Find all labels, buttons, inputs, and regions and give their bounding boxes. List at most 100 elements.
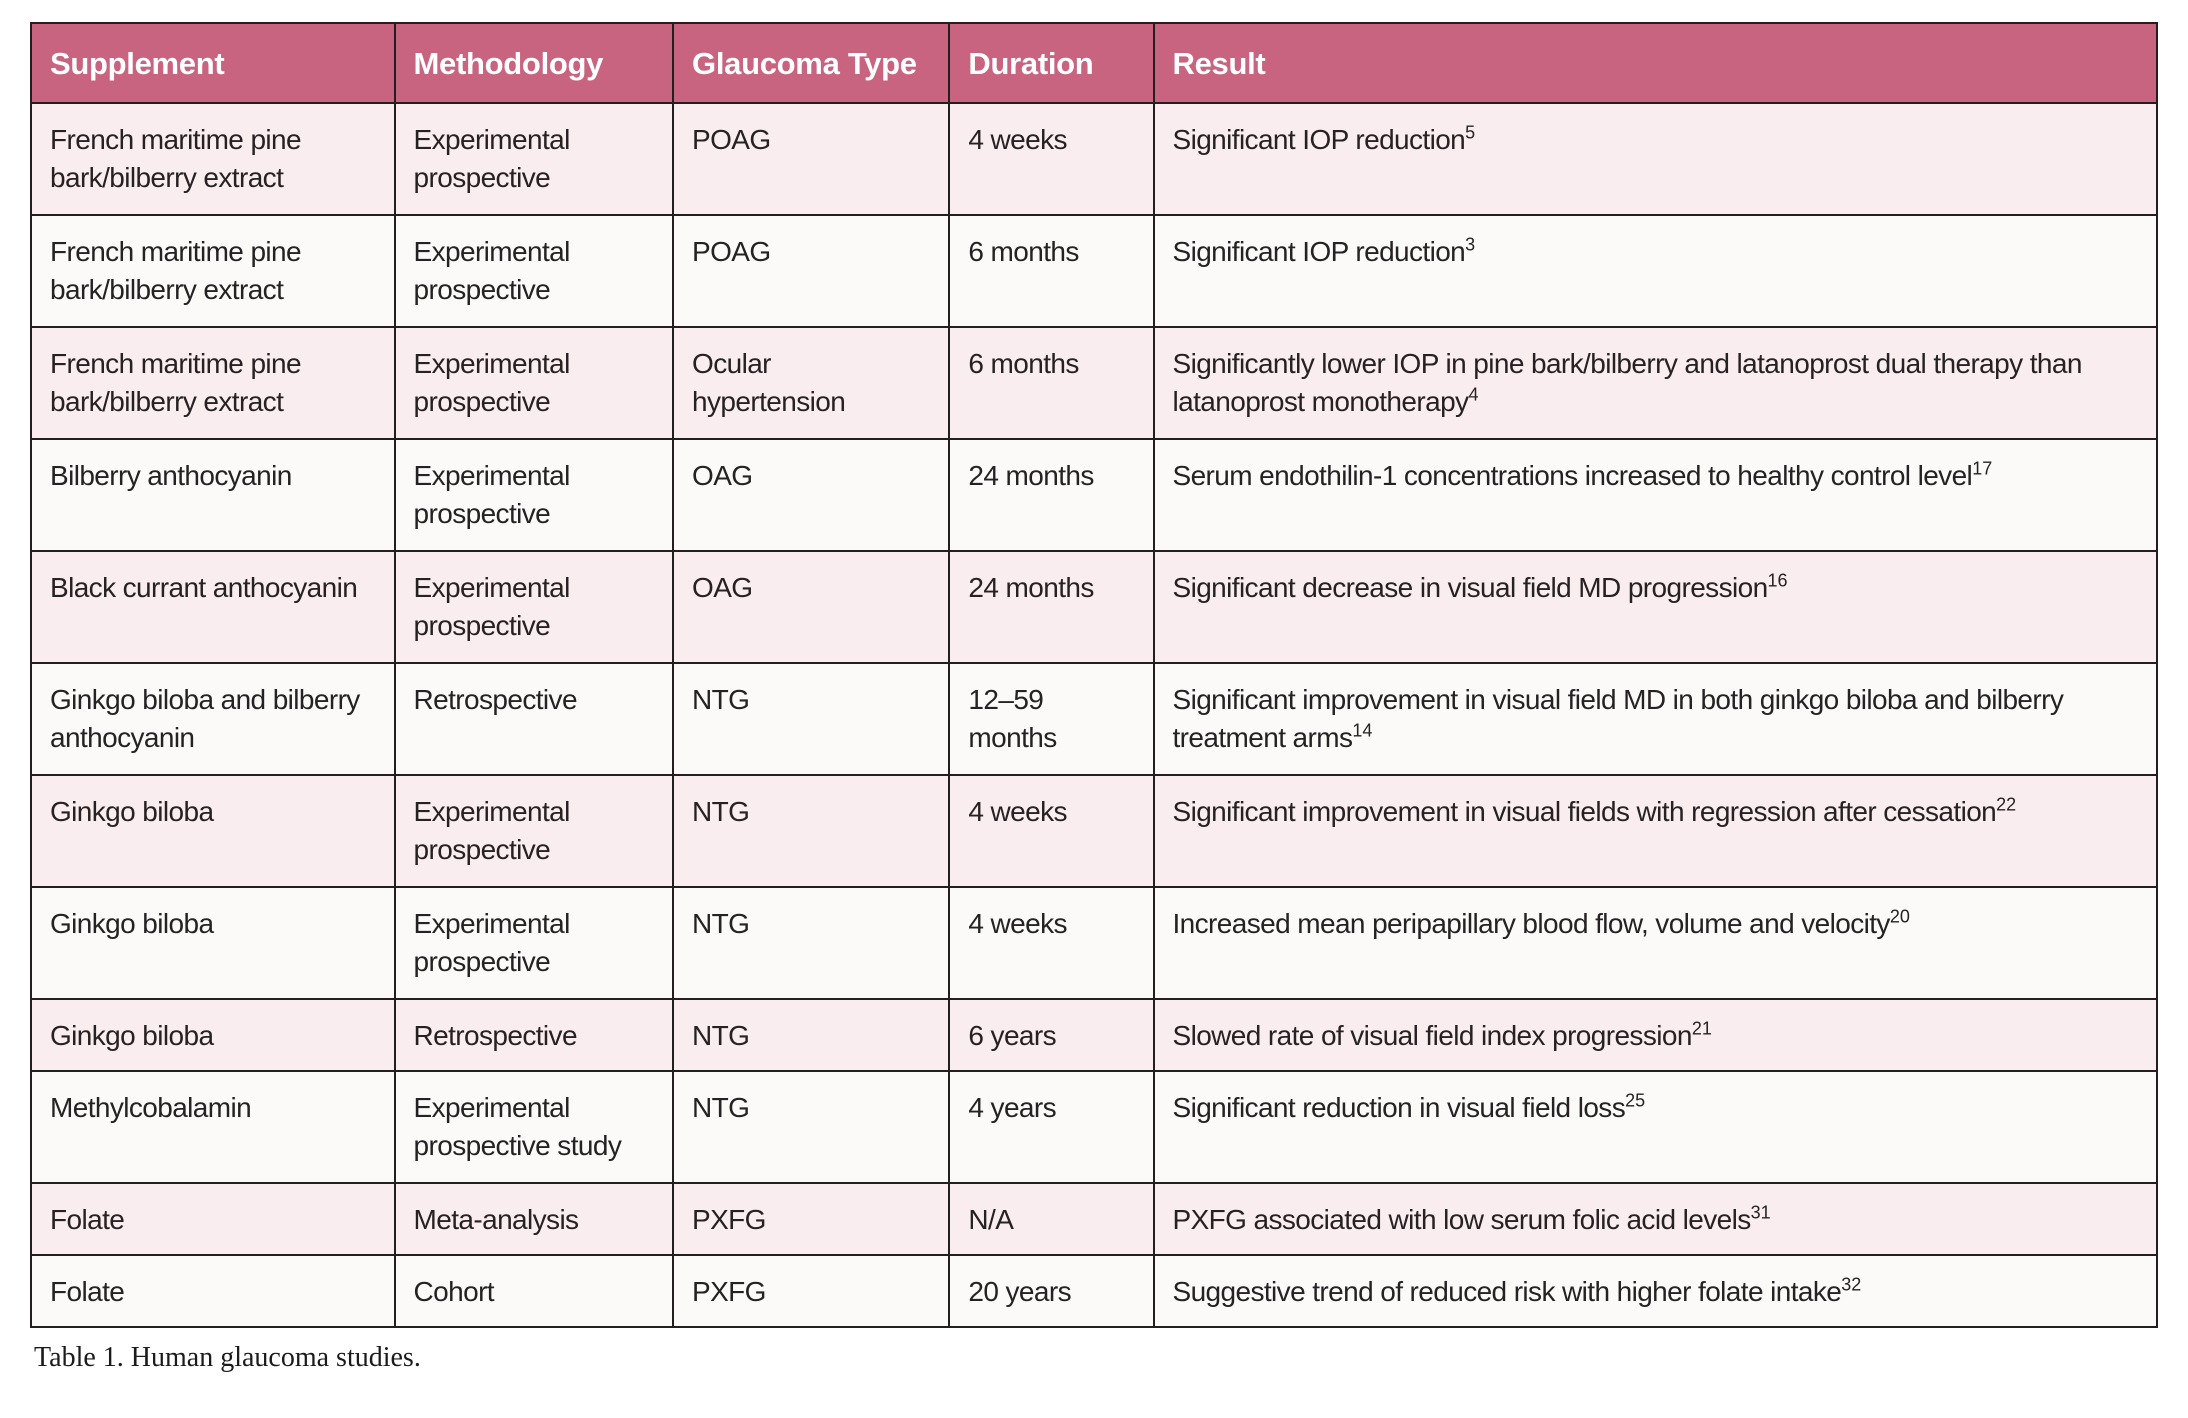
- column-header-result: Result: [1152, 22, 2158, 104]
- supplement-cell: Ginkgo biloba: [30, 998, 396, 1072]
- table-row: Ginkgo biloba and bilberry anthocyanin R…: [30, 662, 2158, 776]
- table-row: Methylcobalamin Experimental prospective…: [30, 1070, 2158, 1184]
- reference-superscript: 31: [1750, 1202, 1771, 1223]
- reference-superscript: 14: [1352, 720, 1373, 741]
- methodology-cell: Experimental prospective: [393, 886, 675, 1000]
- table-row: Ginkgo biloba Experimental prospective N…: [30, 886, 2158, 1000]
- methodology-cell: Retrospective: [393, 662, 675, 776]
- reference-superscript: 3: [1465, 234, 1476, 255]
- result-text: Significant IOP reduction: [1172, 236, 1466, 267]
- glaucoma-type-cell: PXFG: [672, 1254, 951, 1328]
- methodology-cell: Experimental prospective: [393, 102, 675, 216]
- reference-superscript: 17: [1972, 458, 1993, 479]
- glaucoma-type-cell: NTG: [672, 1070, 951, 1184]
- supplement-cell: French maritime pine bark/bilberry extra…: [30, 326, 396, 440]
- result-cell: Significant IOP reduction3: [1152, 214, 2158, 328]
- methodology-cell: Meta-analysis: [393, 1182, 675, 1256]
- result-cell: Significant improvement in visual fields…: [1152, 774, 2158, 888]
- methodology-cell: Experimental prospective: [393, 774, 675, 888]
- reference-superscript: 16: [1767, 570, 1788, 591]
- column-header-glaucoma-type: Glaucoma Type: [672, 22, 951, 104]
- methodology-cell: Experimental prospective: [393, 438, 675, 552]
- result-cell: Increased mean peripapillary blood flow,…: [1152, 886, 2158, 1000]
- column-header-duration: Duration: [948, 22, 1155, 104]
- duration-cell: 20 years: [948, 1254, 1155, 1328]
- reference-superscript: 4: [1468, 384, 1479, 405]
- methodology-cell: Experimental prospective: [393, 214, 675, 328]
- reference-superscript: 5: [1465, 122, 1476, 143]
- supplement-cell: Ginkgo biloba: [30, 886, 396, 1000]
- result-text: Significant reduction in visual field lo…: [1172, 1092, 1626, 1123]
- table-row: Black currant anthocyanin Experimental p…: [30, 550, 2158, 664]
- duration-cell: 4 weeks: [948, 102, 1155, 216]
- duration-cell: 12–59 months: [948, 662, 1155, 776]
- table-row: French maritime pine bark/bilberry extra…: [30, 326, 2158, 440]
- result-cell: Significant reduction in visual field lo…: [1152, 1070, 2158, 1184]
- result-text: Suggestive trend of reduced risk with hi…: [1172, 1276, 1842, 1307]
- table-row: Bilberry anthocyanin Experimental prospe…: [30, 438, 2158, 552]
- table-caption: Table 1. Human glaucoma studies.: [34, 1342, 421, 1373]
- supplement-cell: Ginkgo biloba and bilberry anthocyanin: [30, 662, 396, 776]
- glaucoma-type-cell: POAG: [672, 214, 951, 328]
- supplement-cell: Methylcobalamin: [30, 1070, 396, 1184]
- methodology-cell: Experimental prospective: [393, 326, 675, 440]
- duration-cell: 4 years: [948, 1070, 1155, 1184]
- duration-cell: 24 months: [948, 438, 1155, 552]
- duration-cell: 6 months: [948, 326, 1155, 440]
- duration-cell: 4 weeks: [948, 774, 1155, 888]
- reference-superscript: 20: [1889, 906, 1910, 927]
- reference-superscript: 32: [1841, 1274, 1862, 1295]
- supplement-cell: Folate: [30, 1254, 396, 1328]
- reference-superscript: 25: [1625, 1090, 1646, 1111]
- reference-superscript: 22: [1996, 794, 2017, 815]
- duration-cell: 6 months: [948, 214, 1155, 328]
- supplement-cell: Bilberry anthocyanin: [30, 438, 396, 552]
- duration-cell: 4 weeks: [948, 886, 1155, 1000]
- table-row: French maritime pine bark/bilberry extra…: [30, 214, 2158, 328]
- table-row: Folate Cohort PXFG 20 years Suggestive t…: [30, 1254, 2158, 1328]
- duration-cell: 24 months: [948, 550, 1155, 664]
- result-text: Significant improvement in visual fields…: [1172, 796, 1997, 827]
- result-text: Serum endothilin-1 concentrations increa…: [1172, 460, 1973, 491]
- supplement-cell: French maritime pine bark/bilberry extra…: [30, 102, 396, 216]
- table-row: Ginkgo biloba Retrospective NTG 6 years …: [30, 998, 2158, 1072]
- result-cell: Suggestive trend of reduced risk with hi…: [1152, 1254, 2158, 1328]
- result-cell: Significant decrease in visual field MD …: [1152, 550, 2158, 664]
- column-header-supplement: Supplement: [30, 22, 396, 104]
- supplement-cell: Folate: [30, 1182, 396, 1256]
- glaucoma-type-cell: Ocular hypertension: [672, 326, 951, 440]
- result-cell: Significant IOP reduction5: [1152, 102, 2158, 216]
- result-cell: Serum endothilin-1 concentrations increa…: [1152, 438, 2158, 552]
- result-cell: Significantly lower IOP in pine bark/bil…: [1152, 326, 2158, 440]
- result-cell: Slowed rate of visual field index progre…: [1152, 998, 2158, 1072]
- result-text: Increased mean peripapillary blood flow,…: [1172, 908, 1891, 939]
- glaucoma-type-cell: NTG: [672, 886, 951, 1000]
- methodology-cell: Retrospective: [393, 998, 675, 1072]
- glaucoma-studies-table: Supplement Methodology Glaucoma Type Dur…: [30, 22, 2158, 1328]
- supplement-cell: Black currant anthocyanin: [30, 550, 396, 664]
- result-cell: PXFG associated with low serum folic aci…: [1152, 1182, 2158, 1256]
- result-text: Significant IOP reduction: [1172, 124, 1466, 155]
- result-text: PXFG associated with low serum folic aci…: [1172, 1204, 1752, 1235]
- methodology-cell: Experimental prospective: [393, 550, 675, 664]
- methodology-cell: Cohort: [393, 1254, 675, 1328]
- glaucoma-type-cell: POAG: [672, 102, 951, 216]
- glaucoma-type-cell: OAG: [672, 550, 951, 664]
- column-header-methodology: Methodology: [393, 22, 675, 104]
- supplement-cell: French maritime pine bark/bilberry extra…: [30, 214, 396, 328]
- table-row: French maritime pine bark/bilberry extra…: [30, 102, 2158, 216]
- glaucoma-type-cell: PXFG: [672, 1182, 951, 1256]
- duration-cell: N/A: [948, 1182, 1155, 1256]
- table-header-row: Supplement Methodology Glaucoma Type Dur…: [30, 22, 2158, 104]
- methodology-cell: Experimental prospective study: [393, 1070, 675, 1184]
- reference-superscript: 21: [1691, 1018, 1712, 1039]
- duration-cell: 6 years: [948, 998, 1155, 1072]
- glaucoma-type-cell: OAG: [672, 438, 951, 552]
- glaucoma-type-cell: NTG: [672, 662, 951, 776]
- table-row: Ginkgo biloba Experimental prospective N…: [30, 774, 2158, 888]
- result-text: Significant improvement in visual field …: [1172, 684, 2064, 753]
- table-row: Folate Meta-analysis PXFG N/A PXFG assoc…: [30, 1182, 2158, 1256]
- result-text: Significant decrease in visual field MD …: [1172, 572, 1769, 603]
- result-cell: Significant improvement in visual field …: [1152, 662, 2158, 776]
- result-text: Slowed rate of visual field index progre…: [1172, 1020, 1693, 1051]
